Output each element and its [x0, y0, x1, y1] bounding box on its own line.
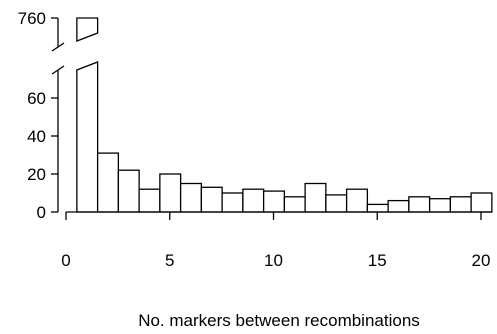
bar [138, 188, 161, 213]
bar [159, 173, 182, 213]
bar [96, 152, 120, 213]
x-tick-label: 0 [61, 251, 70, 270]
bar [76, 61, 99, 213]
bar [387, 199, 410, 213]
bars-group [76, 17, 493, 213]
bar [262, 190, 286, 213]
bar [242, 188, 265, 213]
x-tick-label: 15 [368, 251, 387, 270]
x-tick-label: 5 [165, 251, 174, 270]
axis-break-mark [51, 65, 65, 75]
y-ticks-group: 0 20 40 60 760 [18, 9, 58, 222]
bar [470, 192, 493, 213]
x-ticks-group: 0 5 10 15 20 [61, 212, 490, 270]
y-tick-label: 0 [37, 203, 46, 222]
bar [408, 196, 431, 213]
axes-group [51, 18, 492, 213]
bar [345, 188, 369, 213]
bar [366, 203, 389, 213]
bar [283, 196, 306, 213]
bar [200, 186, 223, 213]
y-tick-label: 40 [27, 127, 46, 146]
bar [449, 196, 472, 213]
bar [221, 192, 244, 213]
bar [117, 169, 140, 213]
bar [179, 182, 203, 213]
bar [428, 198, 452, 213]
y-tick-label: 760 [18, 9, 46, 28]
y-tick-label: 60 [27, 89, 46, 108]
x-tick-label: 10 [264, 251, 283, 270]
y-tick-label: 20 [27, 165, 46, 184]
axis-break-mark [51, 42, 65, 52]
bar [304, 182, 327, 213]
x-axis-title: No. markers between recombinations [138, 311, 420, 330]
x-tick-label: 20 [472, 251, 491, 270]
bar [325, 194, 348, 213]
bar-upper-segment [76, 17, 99, 42]
